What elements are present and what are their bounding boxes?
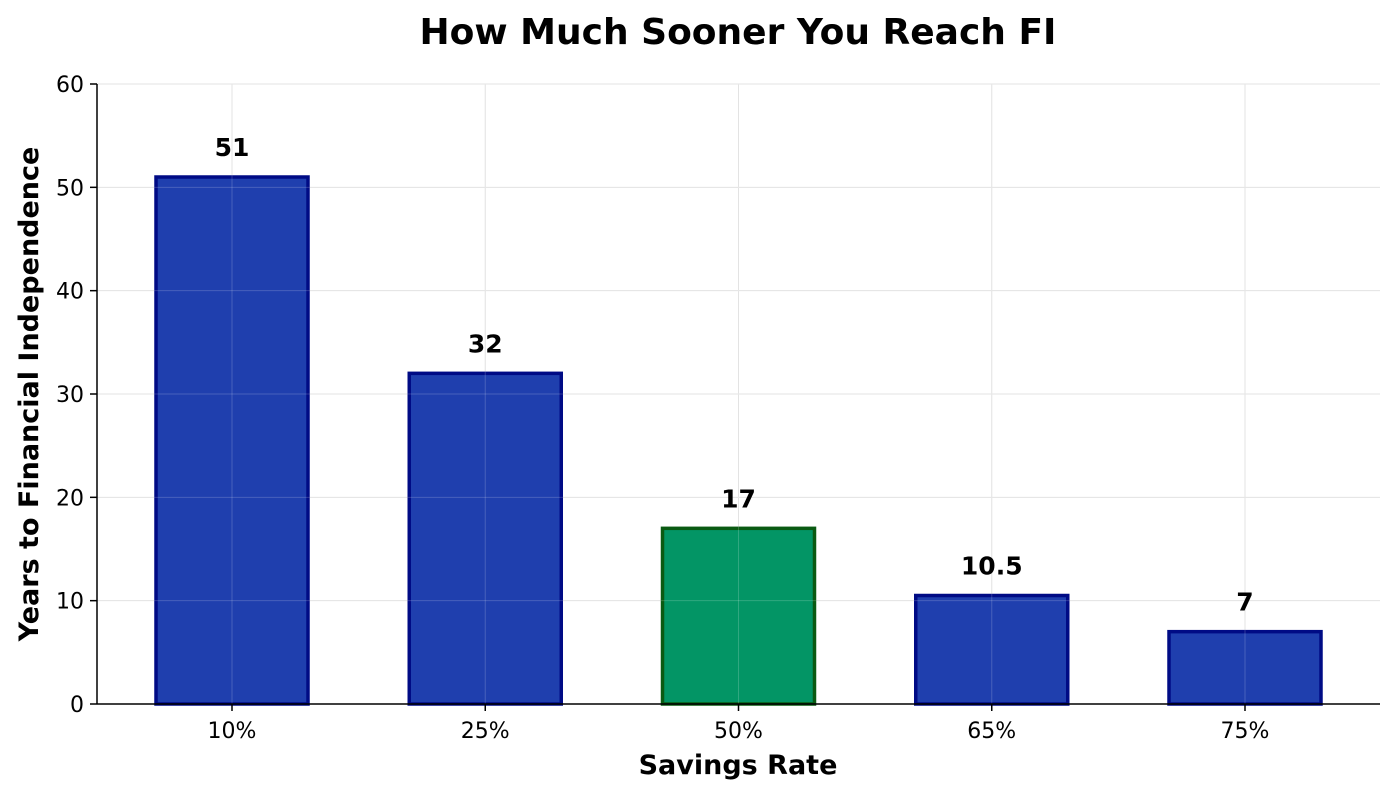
grid-lines [97,83,1380,705]
x-tick-label: 10% [208,719,257,744]
x-tick-label: 75% [1221,719,1270,744]
y-tick-label: 50 [56,176,84,201]
data-labels: 51 32 17 10.5 7 [215,133,1254,617]
chart-title: How Much Sooner You Reach FI [420,12,1057,53]
data-label: 7 [1236,588,1253,617]
bars [97,83,1380,706]
y-tick-label: 10 [56,590,84,615]
bar-25pct [407,371,563,706]
data-label: 17 [721,484,756,513]
y-tick-label: 0 [70,693,84,718]
data-label: 32 [468,329,503,358]
data-label: 51 [215,133,250,162]
bar-10pct [154,175,310,706]
y-axis-label: Years to Financial Independence [14,147,45,643]
x-tick-label: 25% [461,719,510,744]
x-axis-label: Savings Rate [639,750,838,781]
bar-65pct [914,593,1070,706]
x-tick-label: 50% [714,719,763,744]
axes [90,83,1380,711]
data-label: 10.5 [961,552,1023,581]
x-tick-label: 65% [967,719,1016,744]
y-tick-label: 60 [56,73,84,98]
tick-labels: 0 10 20 30 40 50 60 10% 25% 50% 65% 75% [56,73,1269,744]
grid-overlay [97,83,1380,705]
y-tick-label: 40 [56,280,84,305]
y-tick-label: 30 [56,383,84,408]
y-tick-label: 20 [56,486,84,511]
